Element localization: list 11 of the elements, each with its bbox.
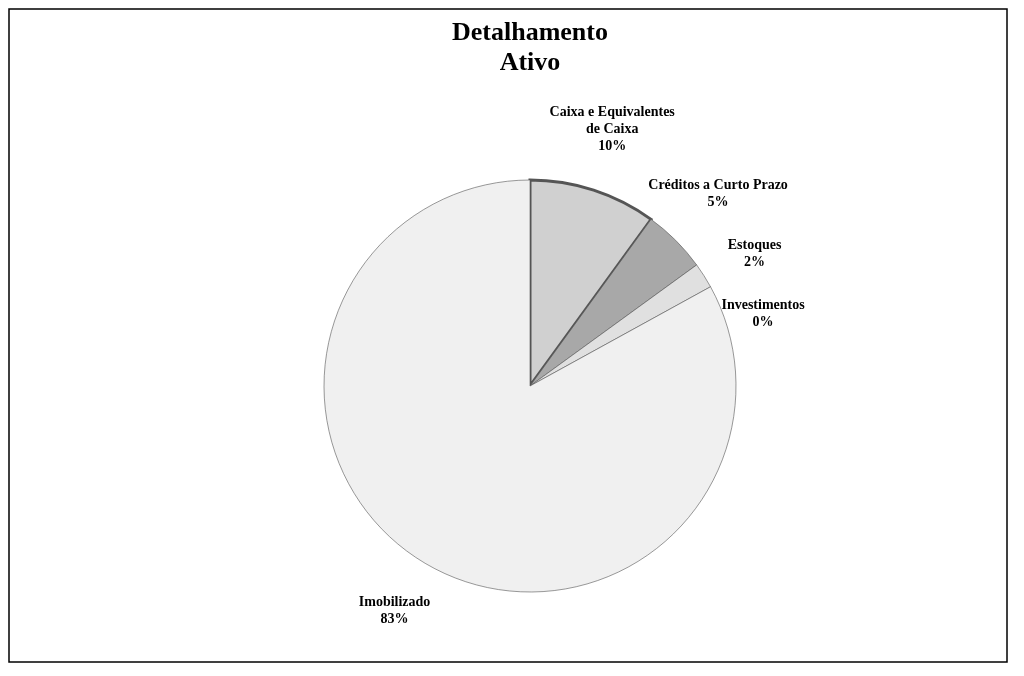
slice-label: Créditos a Curto Prazo (648, 177, 788, 193)
text: 0% (752, 314, 774, 330)
data-label: 83% (380, 611, 409, 627)
slice-label: Estoques (727, 237, 782, 253)
data-label: 2% (744, 254, 766, 270)
data-label: 10% (598, 138, 627, 154)
chart-title: Detalhamento Ativo (452, 17, 608, 76)
data-label: 5% (707, 194, 729, 210)
slice-label: Caixa e Equivalentes de Caixa (549, 104, 676, 137)
slice-label: Imobilizado (358, 594, 431, 610)
category-label: Investimentos (721, 297, 805, 313)
